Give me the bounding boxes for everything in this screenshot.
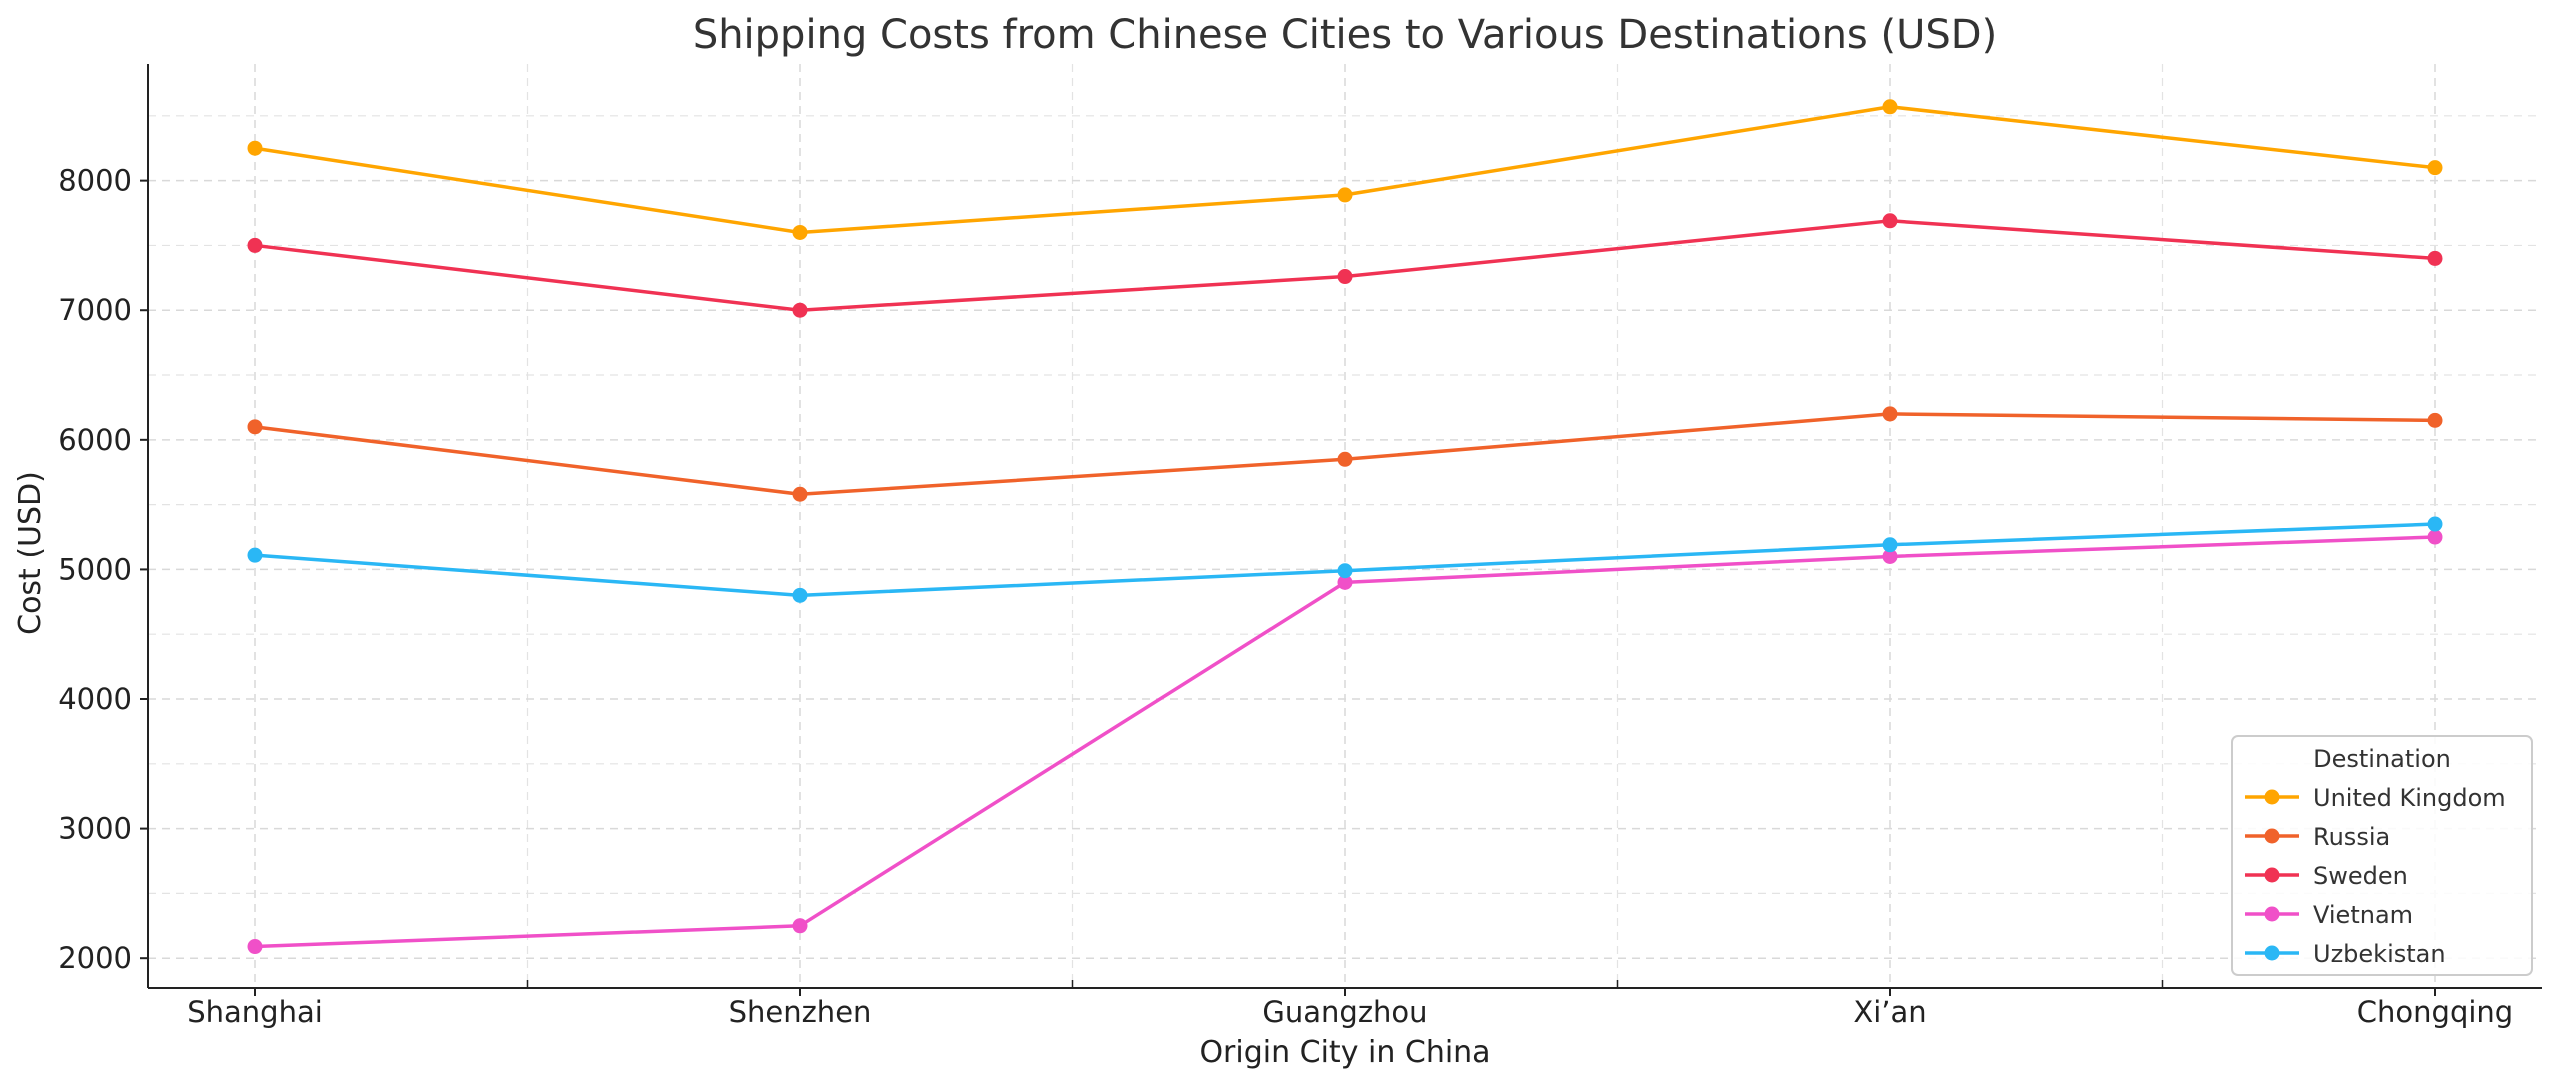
data-point-uzbekistan	[2427, 516, 2443, 532]
legend-swatch-marker	[2264, 906, 2280, 922]
x-tick-label: Xi’an	[1853, 995, 1926, 1029]
legend-label: Uzbekistan	[2313, 940, 2446, 968]
data-point-united-kingdom	[792, 224, 808, 240]
x-axis-label: Origin City in China	[1199, 1035, 1490, 1070]
data-point-uzbekistan	[247, 547, 263, 563]
y-tick-label: 2000	[58, 941, 132, 975]
legend-label: United Kingdom	[2313, 784, 2506, 812]
legend-entry-russia: Russia	[2245, 823, 2390, 851]
data-point-vietnam	[2427, 529, 2443, 545]
y-tick-label: 5000	[58, 552, 132, 586]
x-tick-label: Guangzhou	[1262, 995, 1427, 1029]
legend-entry-sweden: Sweden	[2245, 862, 2408, 890]
data-point-russia	[247, 419, 263, 435]
data-point-united-kingdom	[1337, 187, 1353, 203]
data-point-russia	[792, 486, 808, 502]
data-point-united-kingdom	[1882, 99, 1898, 115]
y-axis-label: Cost (USD)	[13, 471, 48, 635]
data-point-uzbekistan	[1337, 563, 1353, 579]
legend-entry-uzbekistan: Uzbekistan	[2245, 940, 2446, 968]
y-tick-label: 3000	[58, 812, 132, 846]
data-point-vietnam	[1882, 548, 1898, 564]
data-point-russia	[1882, 406, 1898, 422]
x-tick-label: Shanghai	[187, 995, 323, 1029]
data-point-sweden	[247, 237, 263, 253]
data-point-sweden	[792, 302, 808, 318]
data-point-russia	[1337, 451, 1353, 467]
series-uzbekistan	[247, 516, 2443, 603]
data-point-uzbekistan	[1882, 537, 1898, 553]
data-point-united-kingdom	[2427, 160, 2443, 176]
legend-entries: United Kingdom Russia Sweden Vietnam Uzbekis…	[2245, 784, 2506, 968]
x-tick-label: Shenzhen	[729, 995, 872, 1029]
y-tick-label: 6000	[58, 423, 132, 457]
legend-title: Destination	[2313, 745, 2451, 773]
series-layer	[247, 99, 2443, 955]
data-point-sweden	[1337, 269, 1353, 285]
data-point-russia	[2427, 412, 2443, 428]
legend-box	[2231, 735, 2533, 976]
y-tick-label: 8000	[58, 164, 132, 198]
y-tick-label: 7000	[58, 293, 132, 327]
chart-title: Shipping Costs from Chinese Cities to Va…	[693, 12, 1997, 58]
data-point-united-kingdom	[247, 140, 263, 156]
data-point-vietnam	[1337, 574, 1353, 590]
data-point-uzbekistan	[792, 587, 808, 603]
series-russia	[247, 406, 2443, 502]
ticks-layer: 2000 3000 4000 5000 6000 7000 8000 Shanghai Shen…	[58, 164, 2513, 1029]
series-vietnam	[247, 529, 2443, 955]
legend-label: Vietnam	[2313, 901, 2413, 929]
legend-entry-vietnam: Vietnam	[2245, 901, 2413, 929]
legend: Destination United Kingdom Russia Sweden Vi…	[2231, 735, 2533, 976]
data-point-vietnam	[792, 918, 808, 934]
legend-swatch-marker	[2264, 828, 2280, 844]
x-tick-label: Chongqing	[2357, 995, 2513, 1029]
data-point-sweden	[2427, 250, 2443, 266]
legend-entry-united-kingdom: United Kingdom	[2245, 784, 2506, 812]
legend-swatch-marker	[2264, 789, 2280, 805]
grid-layer	[148, 64, 2542, 988]
legend-swatch-marker	[2264, 867, 2280, 883]
data-point-sweden	[1882, 213, 1898, 229]
series-sweden	[247, 213, 2443, 318]
y-tick-label: 4000	[58, 682, 132, 716]
series-united-kingdom	[247, 99, 2443, 240]
data-point-vietnam	[247, 939, 263, 955]
legend-swatch-marker	[2264, 945, 2280, 961]
legend-label: Sweden	[2313, 862, 2408, 890]
legend-label: Russia	[2313, 823, 2390, 851]
